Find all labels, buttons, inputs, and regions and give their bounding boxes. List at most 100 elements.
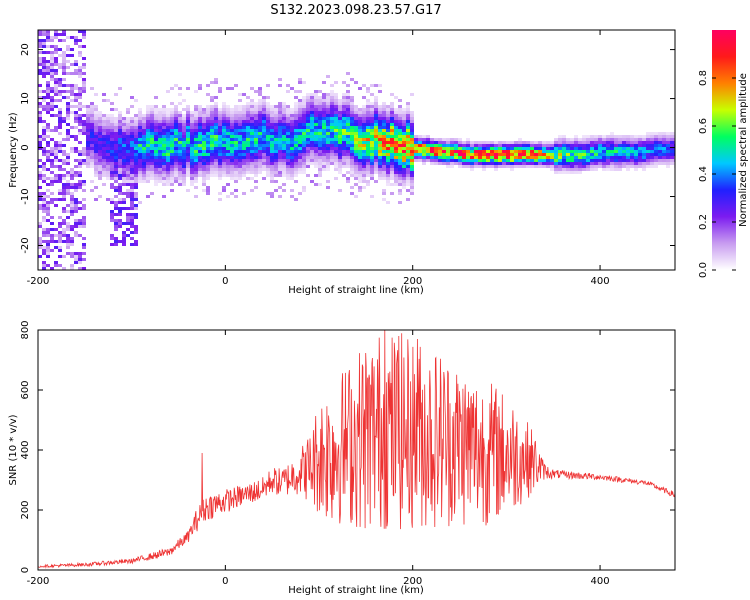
- spectrogram-cell: [142, 153, 146, 156]
- spectrogram-cell: [418, 135, 422, 138]
- spectrogram-cell: [390, 123, 394, 126]
- spectrogram-cell: [90, 120, 94, 123]
- spectrogram-cell: [78, 153, 82, 156]
- spectrogram-cell: [102, 117, 106, 120]
- spectrogram-cell: [358, 141, 362, 144]
- spectrogram-cell: [658, 141, 662, 144]
- spectrogram-cell: [302, 138, 306, 141]
- spectrogram-cell: [126, 234, 130, 237]
- spectrogram-cell: [322, 147, 326, 150]
- spectrogram-cell: [298, 147, 302, 150]
- spectrogram-cell: [154, 156, 158, 159]
- spectrogram-cell: [506, 144, 510, 147]
- spectrogram-cell: [162, 147, 166, 150]
- spectrogram-cell: [394, 147, 398, 150]
- spectrogram-cell: [238, 171, 242, 174]
- spectrogram-cell: [606, 135, 610, 138]
- spectrogram-cell: [78, 267, 82, 270]
- spectrogram-cell: [294, 174, 298, 177]
- spectrogram-cell: [62, 162, 66, 165]
- spectrogram-cell: [210, 114, 214, 117]
- spectrogram-cell: [98, 141, 102, 144]
- spectrogram-cell: [334, 177, 338, 180]
- spectrogram-cell: [38, 135, 42, 138]
- spectrogram-cell: [338, 105, 342, 108]
- spectrogram-cell: [394, 153, 398, 156]
- spectrogram-cell: [142, 120, 146, 123]
- spectrogram-cell: [298, 156, 302, 159]
- spectrogram-cell: [362, 111, 366, 114]
- spectrogram-cell: [62, 153, 66, 156]
- spectrogram-cell: [194, 165, 198, 168]
- spectrogram-cell: [186, 153, 190, 156]
- spectrogram-cell: [134, 192, 138, 195]
- spectrogram-cell: [386, 174, 390, 177]
- spectrogram-cell: [434, 138, 438, 141]
- spectrogram-cell: [66, 246, 70, 249]
- spectrogram-cell: [346, 129, 350, 132]
- spectrogram-cell: [62, 255, 66, 258]
- spectrogram-cell: [62, 30, 66, 33]
- spectrogram-cell: [38, 117, 42, 120]
- spectrogram-cell: [530, 165, 534, 168]
- spectrogram-cell: [610, 150, 614, 153]
- spectrogram-cell: [78, 30, 82, 33]
- spectrogram-cell: [74, 210, 78, 213]
- spectrogram-cell: [378, 153, 382, 156]
- spectrogram-cell: [634, 165, 638, 168]
- spectrogram-cell: [50, 171, 54, 174]
- spectrogram-cell: [266, 111, 270, 114]
- spectrogram-cell: [126, 150, 130, 153]
- spectrogram-cell: [386, 132, 390, 135]
- spectrogram-cell: [442, 144, 446, 147]
- spectrogram-cell: [158, 162, 162, 165]
- spectrogram-cell: [410, 147, 414, 150]
- spectrogram-cell: [198, 126, 202, 129]
- spectrogram-cell: [166, 171, 170, 174]
- spectrogram-cell: [266, 192, 270, 195]
- spectrogram-cell: [210, 165, 214, 168]
- spectrogram-cell: [474, 153, 478, 156]
- spectrogram-cell: [174, 84, 178, 87]
- spectrogram-cell: [538, 147, 542, 150]
- spectrogram-cell: [154, 177, 158, 180]
- spectrogram-cell: [322, 141, 326, 144]
- spectrogram-cell: [534, 147, 538, 150]
- spectrogram-cell: [626, 138, 630, 141]
- spectrogram-cell: [182, 153, 186, 156]
- spectrogram-cell: [302, 117, 306, 120]
- spectrogram-cell: [66, 54, 70, 57]
- spectrogram-cell: [542, 141, 546, 144]
- spectrogram-cell: [182, 174, 186, 177]
- spectrogram-cell: [146, 126, 150, 129]
- spectrogram-cell: [434, 153, 438, 156]
- spectrogram-cell: [354, 105, 358, 108]
- spectrogram-cell: [346, 72, 350, 75]
- spectrogram-cell: [266, 123, 270, 126]
- spectrogram-cell: [78, 174, 82, 177]
- spectrogram-cell: [122, 150, 126, 153]
- spectrogram-cell: [254, 144, 258, 147]
- spectrogram-cell: [146, 138, 150, 141]
- spectrogram-cell: [214, 165, 218, 168]
- spectrogram-cell: [290, 126, 294, 129]
- spectrogram-cell: [134, 168, 138, 171]
- spectrogram-cell: [486, 153, 490, 156]
- spectrogram-cell: [562, 159, 566, 162]
- spectrogram-cell: [350, 129, 354, 132]
- spectrogram-cell: [638, 153, 642, 156]
- spectrogram-cell: [366, 135, 370, 138]
- spectrogram-cell: [198, 111, 202, 114]
- spectrogram-cell: [278, 126, 282, 129]
- spectrogram-cell: [418, 147, 422, 150]
- spectrogram-cell: [54, 153, 58, 156]
- spectrogram-cell: [514, 165, 518, 168]
- spectrogram-cell: [346, 156, 350, 159]
- spectrogram-cell: [334, 120, 338, 123]
- spectrogram-cell: [358, 129, 362, 132]
- spectrogram-cell: [46, 207, 50, 210]
- spectrogram-cell: [410, 168, 414, 171]
- spectrogram-cell: [254, 120, 258, 123]
- spectrogram-cell: [274, 138, 278, 141]
- spectrogram-cell: [350, 117, 354, 120]
